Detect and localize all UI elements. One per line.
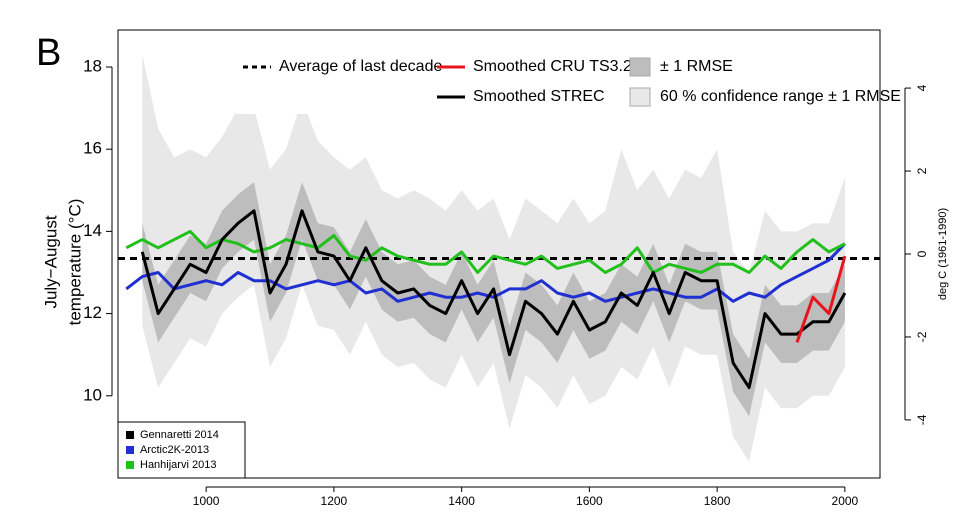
legend-label: Average of last decade <box>279 58 442 75</box>
y-tick-label: 12 <box>83 303 102 322</box>
y2-axis-label: deg C (1961-1990) <box>937 208 949 300</box>
y-tick-label: 10 <box>83 385 102 404</box>
series-line <box>125 242 846 303</box>
legend-swatch <box>126 431 134 439</box>
band <box>142 182 845 417</box>
legend-swatch <box>629 57 651 77</box>
y2-tick-label: -4 <box>915 414 929 425</box>
legend-label: Arctic2K-2013 <box>140 444 209 456</box>
series-line <box>125 229 846 274</box>
legend-label: Smoothed STREC <box>473 88 605 105</box>
legend-label: 60 % confidence range ± 1 RMSE <box>660 88 901 105</box>
x-tick-label: 1800 <box>704 494 731 508</box>
plot-frame <box>117 29 881 479</box>
y-tick-label: 18 <box>83 56 102 75</box>
y2-tick-label: 2 <box>915 167 929 174</box>
legend-label: Smoothed CRU TS3.20 <box>473 58 641 75</box>
panel-label: B <box>36 32 61 74</box>
y-tick-label: 14 <box>83 221 102 240</box>
x-tick-label: 2000 <box>832 494 859 508</box>
y-axis-label: temperature (°C) <box>65 199 84 326</box>
x-tick-label: 1200 <box>321 494 348 508</box>
legend-label: Hanhijarvi 2013 <box>140 459 216 471</box>
x-tick-label: 1600 <box>576 494 603 508</box>
legend2-frame <box>117 421 246 479</box>
legend-label: ± 1 RMSE <box>660 58 733 75</box>
y2-tick-label: 4 <box>915 84 929 91</box>
y2-tick-label: -2 <box>915 331 929 342</box>
y-tick-label: 16 <box>83 139 102 158</box>
x-tick-label: 1000 <box>193 494 220 508</box>
legend-bg <box>236 50 876 114</box>
y-axis-label: July−August <box>41 215 60 308</box>
plot-area <box>118 54 880 462</box>
legend-swatch <box>629 87 651 107</box>
legend-label: Gennaretti 2014 <box>140 429 219 441</box>
series-line <box>140 209 847 390</box>
legend-swatch <box>126 461 134 469</box>
legend-swatch <box>126 446 134 454</box>
series-line <box>795 255 847 343</box>
y2-tick-label: 0 <box>915 250 929 257</box>
x-tick-label: 1400 <box>448 494 475 508</box>
